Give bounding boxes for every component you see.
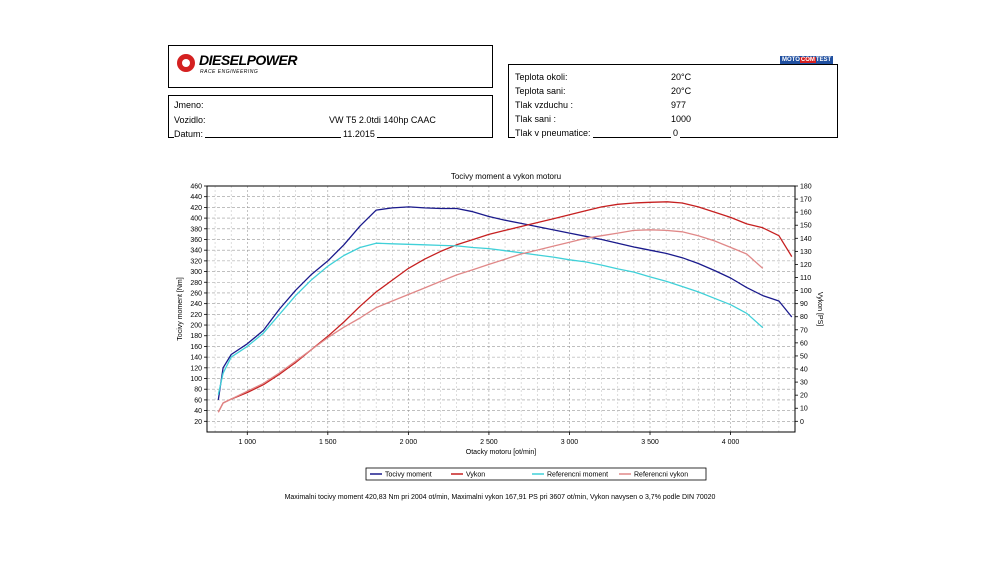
chart-legend: Tocivy moment Vykon Referencni moment Refer… [365,467,707,481]
x-tick-label: 2 500 [480,439,498,446]
x-tick-label: 3 000 [561,439,579,446]
x-tick-label: 3 500 [641,439,659,446]
y-axis-left-label: Tocivy moment [Nm] [177,277,184,340]
plot-frame [206,185,796,433]
y-left-tick-label: 260 [190,290,202,297]
y-left-tick-label: 220 [190,312,202,319]
legend-label: Vykon [466,472,485,479]
logo-subtitle: RACE ENGINEERING [200,69,259,75]
condition-value: 1000 [671,114,692,124]
y-right-tick-label: 50 [800,353,808,360]
y-left-tick-label: 420 [190,205,202,212]
condition-value: 20°C [671,72,692,82]
y-right-tick-label: 130 [800,249,812,256]
y-right-tick-label: 0 [800,419,804,426]
legend-label: Referencni moment [547,472,608,479]
x-tick-label: 1 000 [239,439,257,446]
y-left-tick-label: 80 [194,387,202,394]
jmeno-label: Jmeno: [174,100,204,110]
series-line-tocivy-moment [217,206,793,400]
y-left-tick-label: 360 [190,237,202,244]
x-tick-label: 4 000 [722,439,740,446]
condition-value: 20°C [671,86,692,96]
turbo-logo-icon [177,54,195,72]
datum-label: Datum: [174,129,206,140]
axis-ticks: 2040608010012014016018020022024026028030… [190,184,811,447]
datum-value: 11.2015 [341,129,377,140]
y-right-tick-label: 180 [800,184,812,191]
condition-label: Tlak vzduchu : [515,100,574,110]
series-line-referencni-vykon [217,229,764,413]
condition-label: Tlak v pneumatice: [515,128,593,139]
y-left-tick-label: 440 [190,194,202,201]
y-left-tick-label: 300 [190,269,202,276]
y-right-tick-label: 160 [800,210,812,217]
y-right-tick-label: 70 [800,327,808,334]
legend-label: Referencni vykon [634,472,688,479]
y-left-tick-label: 280 [190,280,202,287]
y-left-tick-label: 160 [190,344,202,351]
y-left-tick-label: 120 [190,365,202,372]
vozidlo-value: VW T5 2.0tdi 140hp CAAC [329,115,436,125]
vozidlo-label: Vozidlo: [174,115,206,125]
y-right-tick-label: 10 [800,406,808,413]
y-left-tick-label: 380 [190,226,202,233]
vehicle-info-panel: Jmeno: Vozidlo: VW T5 2.0tdi 140hp CAAC … [168,95,493,140]
series-lines [217,201,793,413]
summary-footer: Maximalni tocivy moment 420,83 Nm pri 20… [284,494,716,501]
condition-label: Tlak sani : [515,114,557,124]
motocomtest-badge: MOTOCOMTEST [780,56,834,64]
y-left-tick-label: 340 [190,248,202,255]
y-left-tick-label: 180 [190,333,202,340]
legend-label: Tocivy moment [385,472,432,479]
condition-value: 977 [671,100,687,110]
badge-part-1: MOTO [782,57,800,63]
badge-part-2: COM [799,57,816,63]
y-left-tick-label: 60 [194,397,202,404]
x-tick-label: 1 500 [319,439,337,446]
chart-grid [207,185,796,432]
conditions-panel: Teplota okoli: 20°C Teplota sani: 20°C T… [508,64,838,139]
badge-part-3: TEST [815,57,832,63]
y-right-tick-label: 30 [800,380,808,387]
y-right-tick-label: 60 [800,340,808,347]
y-right-tick-label: 90 [800,301,808,308]
y-left-tick-label: 140 [190,355,202,362]
y-left-tick-label: 200 [190,323,202,330]
chart-title: Tocivy moment a vykon motoru [451,172,561,181]
y-right-tick-label: 150 [800,223,812,230]
y-left-tick-label: 400 [190,216,202,223]
condition-label: Teplota okoli: [515,72,568,82]
condition-value: 0 [671,128,681,139]
y-right-tick-label: 110 [800,275,811,282]
y-right-tick-label: 170 [800,197,812,204]
logo-title: DIESELPOWER [199,52,297,68]
y-axis-right-label: Vykon [PS] [816,292,823,326]
y-left-tick-label: 320 [190,258,202,265]
y-left-tick-label: 100 [190,376,202,383]
x-tick-label: 2 000 [400,439,418,446]
y-left-tick-label: 20 [194,419,202,426]
y-right-tick-label: 40 [800,367,808,374]
logo-panel: DIESELPOWER RACE ENGINEERING [168,45,493,88]
y-right-tick-label: 120 [800,262,812,269]
y-left-tick-label: 40 [194,408,202,415]
x-axis-label: Otacky motoru [ot/min] [466,449,536,456]
y-left-tick-label: 460 [190,184,202,191]
series-line-referencni-moment [217,242,764,395]
y-right-tick-label: 100 [800,288,812,295]
series-line-vykon [217,201,793,413]
y-right-tick-label: 20 [800,393,808,400]
y-left-tick-label: 240 [190,301,202,308]
condition-label: Teplota sani: [515,86,566,96]
y-right-tick-label: 80 [800,314,808,321]
y-right-tick-label: 140 [800,236,812,243]
